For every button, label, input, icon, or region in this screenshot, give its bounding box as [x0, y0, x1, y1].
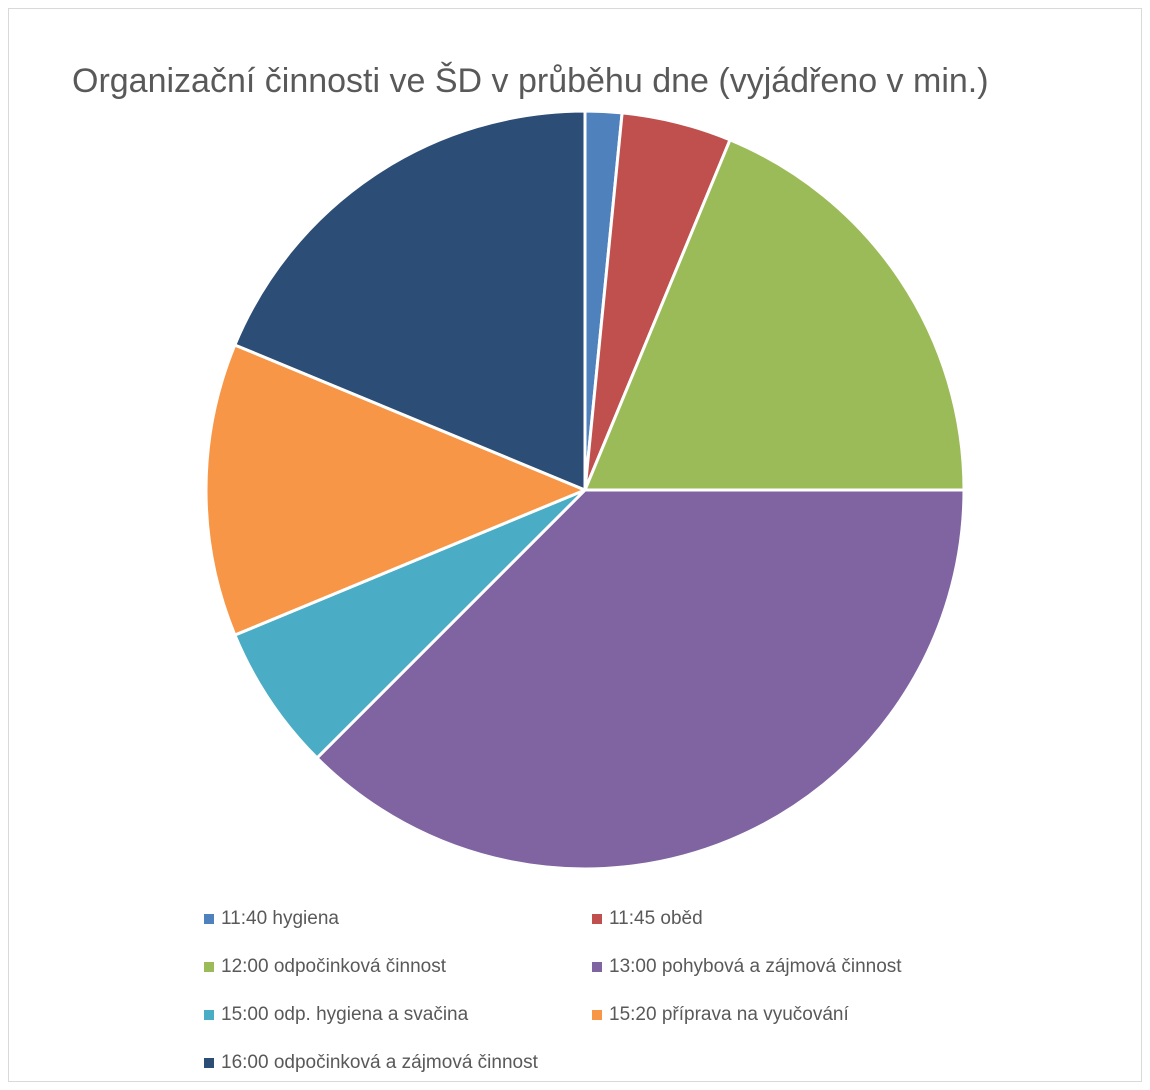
legend-item-3: 12:00 odpočinková činnost: [204, 956, 592, 978]
legend-label: 15:20 příprava na vyučování: [609, 1004, 849, 1025]
legend-swatch: [204, 1010, 214, 1020]
legend-swatch: [204, 914, 214, 924]
legend-item-4: 13:00 pohybová a zájmová činnost: [592, 956, 992, 978]
legend-item-5: 15:00 odp. hygiena a svačina: [204, 1004, 592, 1026]
legend-label: 11:40 hygiena: [221, 908, 339, 929]
legend-swatch: [204, 962, 214, 972]
legend-swatch: [592, 962, 602, 972]
pie-slice-4: [315, 488, 966, 871]
chart-title: Organizační činnosti ve ŠD v průběhu dne…: [72, 62, 989, 100]
pie-slice-6: [204, 343, 587, 637]
legend-swatch: [204, 1058, 214, 1068]
legend-item-1: 11:40 hygiena: [204, 908, 592, 930]
legend-swatch: [592, 1010, 602, 1020]
legend-item-2: 11:45 oběd: [592, 908, 992, 930]
legend-item-6: 15:20 příprava na vyučování: [592, 1004, 992, 1026]
legend-label: 16:00 odpočinková a zájmová činnost: [221, 1052, 538, 1073]
legend-swatch: [592, 914, 602, 924]
pie-slice-7: [233, 109, 587, 492]
legend-item-7: 16:00 odpočinková a zájmová činnost: [204, 1052, 592, 1074]
chart-legend: 11:40 hygiena 11:45 oběd 12:00 odpočinková…: [204, 908, 1004, 1074]
legend-label: 13:00 pohybová a zájmová činnost: [609, 956, 902, 977]
legend-label: 12:00 odpočinková činnost: [221, 956, 446, 977]
legend-label: 11:45 oběd: [609, 908, 703, 929]
legend-label: 15:00 odp. hygiena a svačina: [221, 1004, 469, 1025]
pie-slice-5: [233, 488, 587, 760]
pie-slice-3: [583, 138, 966, 492]
